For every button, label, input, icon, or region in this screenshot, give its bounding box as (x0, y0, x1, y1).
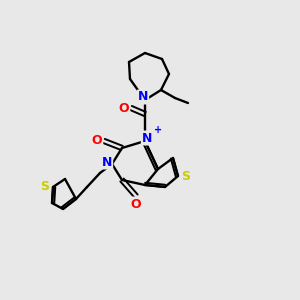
Text: S: S (40, 181, 50, 194)
Text: N: N (102, 155, 112, 169)
Text: O: O (119, 101, 129, 115)
Text: O: O (131, 197, 141, 211)
Text: N: N (138, 91, 148, 103)
Text: O: O (92, 134, 102, 148)
Text: +: + (154, 125, 162, 135)
Text: N: N (142, 131, 152, 145)
Text: S: S (182, 169, 190, 182)
